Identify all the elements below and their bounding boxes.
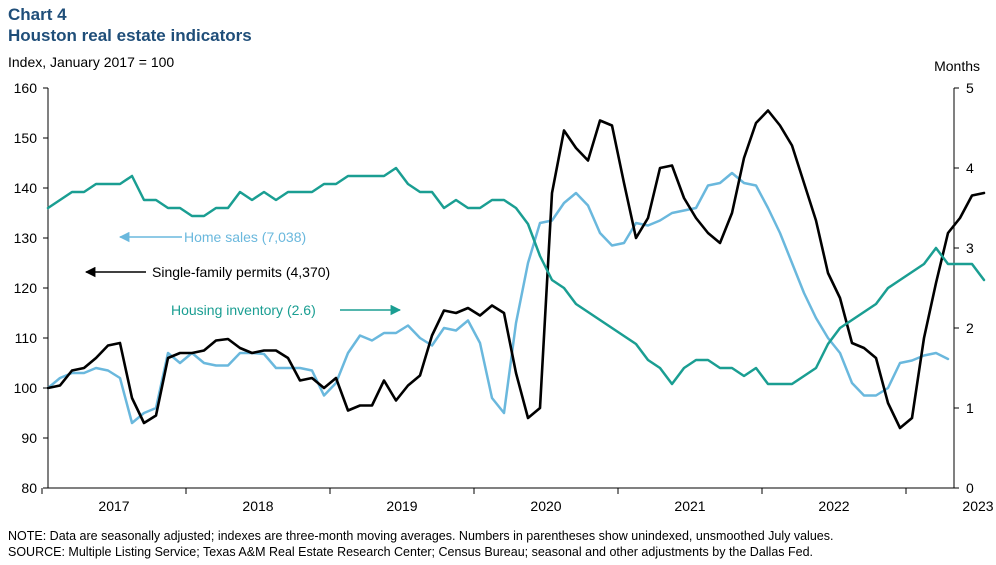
note-text: NOTE: Data are seasonally adjusted; inde… <box>8 529 834 543</box>
x-tick-label: 2018 <box>242 498 273 514</box>
left-tick-label: 130 <box>14 230 38 246</box>
x-tick-label: 2017 <box>98 498 129 514</box>
source-text: SOURCE: Multiple Listing Service; Texas … <box>8 545 814 559</box>
left-tick-label: 140 <box>14 180 38 196</box>
annotations: Home sales (7,038) Single-family permits … <box>84 229 402 318</box>
right-tick-label: 3 <box>966 240 974 256</box>
right-tick-label: 4 <box>966 160 974 176</box>
right-tick-label: 2 <box>966 320 974 336</box>
right-tick-label: 0 <box>966 480 974 496</box>
x-tick-label: 2019 <box>386 498 417 514</box>
left-tick-label: 120 <box>14 280 38 296</box>
housing-inventory-line <box>46 166 986 386</box>
permits-label: Single-family permits (4,370) <box>152 264 330 280</box>
x-tick-label: 2023 <box>962 498 993 514</box>
right-axis-unit: Months <box>934 58 980 74</box>
axes: 80 90 100 110 120 130 140 150 160 0 1 2 3 4 5 2017 2018 2… <box>14 80 994 514</box>
right-tick-label: 1 <box>966 400 974 416</box>
right-tick-label: 5 <box>966 80 974 96</box>
left-tick-label: 110 <box>15 330 38 346</box>
housing-inventory-label: Housing inventory (2.6) <box>171 302 316 318</box>
left-tick-label: 100 <box>14 380 38 396</box>
left-tick-label: 160 <box>14 80 38 96</box>
home-sales-line <box>46 171 950 425</box>
x-tick-label: 2022 <box>818 498 849 514</box>
left-tick-label: 150 <box>14 130 38 146</box>
x-tick-label: 2020 <box>530 498 561 514</box>
series-lines <box>46 109 986 430</box>
left-tick-label: 80 <box>21 480 37 496</box>
x-tick-label: 2021 <box>674 498 705 514</box>
chart-label: Chart 4 <box>8 5 67 24</box>
chart-title: Houston real estate indicators <box>8 26 252 45</box>
left-tick-label: 90 <box>21 430 37 446</box>
home-sales-label: Home sales (7,038) <box>184 229 306 245</box>
single-family-permits-line <box>46 109 986 430</box>
left-axis-unit: Index, January 2017 = 100 <box>8 54 175 70</box>
